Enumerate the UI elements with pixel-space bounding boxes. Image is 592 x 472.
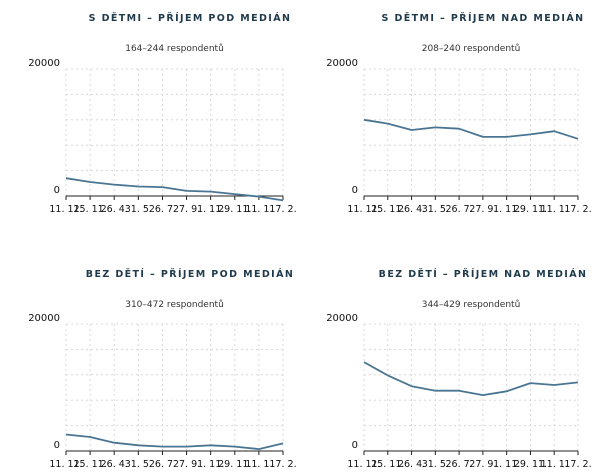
x-tick-label: 26. 4. [398,459,425,470]
x-tick-label: 29. 11. [514,459,547,470]
panel-title: S DĚTMI – PŘÍJEM POD MEDIÁN [89,12,292,24]
x-tick-label: 29. 11. [218,204,251,215]
x-tick-label: 1. 11. [197,204,224,215]
x-tick-label: 11. 1. [541,459,568,470]
x-tick-label: 27. 9. [173,204,200,215]
x-tick-label: 17. 2. [269,459,296,470]
x-tick-label: 31. 5. [422,459,449,470]
chart-panel: BEZ DĚTÍ – PŘÍJEM NAD MEDIÁN 344–429 resp… [326,268,591,470]
x-tick-label: 17. 2. [564,204,591,215]
x-tick-label: 17. 2. [564,459,591,470]
x-tick-label: 26. 4. [398,204,425,215]
x-tick-label: 27. 9. [173,459,200,470]
x-tick-label: 26. 7. [446,459,473,470]
x-tick-label: 11. 11. [49,204,82,215]
x-tick-label: 26. 7. [149,459,176,470]
x-tick-label: 26. 4. [101,459,128,470]
series-line [363,118,579,140]
panel-subtitle: 344–429 respondentů [422,299,521,310]
x-tick-label: 29. 11. [514,204,547,215]
x-tick-label: 26. 7. [149,204,176,215]
x-tick-label: 31. 5. [125,459,152,470]
x-tick-label: 31. 5. [422,204,449,215]
x-tick-label: 11. 11. [347,204,380,215]
panel-subtitle: 310–472 respondentů [125,299,224,310]
x-tick-label: 11. 11. [49,459,82,470]
x-tick-label: 25. 11. [371,204,404,215]
x-tick-label: 25. 11. [73,459,106,470]
x-tick-label: 11. 1. [245,204,272,215]
y-tick-label: 20000 [326,313,358,324]
y-tick-label: 20000 [28,313,60,324]
panel-title: S DĚTMI – PŘÍJEM NAD MEDIÁN [382,12,585,24]
chart-panel: BEZ DĚTÍ – PŘÍJEM POD MEDIÁN 310–472 resp… [28,268,296,470]
series-line [363,361,579,397]
x-tick-label: 11. 1. [541,204,568,215]
x-tick-label: 26. 7. [446,204,473,215]
y-tick-label: 0 [54,440,60,451]
panel-subtitle: 164–244 respondentů [125,43,224,54]
x-tick-label: 31. 5. [125,204,152,215]
y-tick-label: 0 [352,440,358,451]
x-tick-label: 11. 1. [245,459,272,470]
x-tick-label: 1. 11. [197,459,224,470]
panel-title: BEZ DĚTÍ – PŘÍJEM NAD MEDIÁN [379,268,588,280]
panel-subtitle: 208–240 respondentů [422,43,521,54]
x-tick-label: 27. 9. [469,459,496,470]
x-tick-label: 11. 11. [347,459,380,470]
panel-title: BEZ DĚTÍ – PŘÍJEM POD MEDIÁN [86,268,294,280]
x-tick-label: 17. 2. [269,204,296,215]
x-tick-label: 25. 11. [73,204,106,215]
x-tick-label: 27. 9. [469,204,496,215]
y-tick-label: 20000 [326,58,358,69]
y-tick-label: 0 [352,185,358,196]
chart-panel: S DĚTMI – PŘÍJEM NAD MEDIÁN 208–240 respo… [326,12,591,215]
series-line [65,177,284,202]
x-tick-label: 1. 11. [493,204,520,215]
x-tick-label: 1. 11. [493,459,520,470]
series-line [65,433,284,451]
y-tick-label: 0 [54,185,60,196]
x-tick-label: 29. 11. [218,459,251,470]
y-tick-label: 20000 [28,58,60,69]
x-tick-label: 26. 4. [101,204,128,215]
chart-panel: S DĚTMI – PŘÍJEM POD MEDIÁN 164–244 respo… [28,12,296,215]
x-tick-label: 25. 11. [371,459,404,470]
